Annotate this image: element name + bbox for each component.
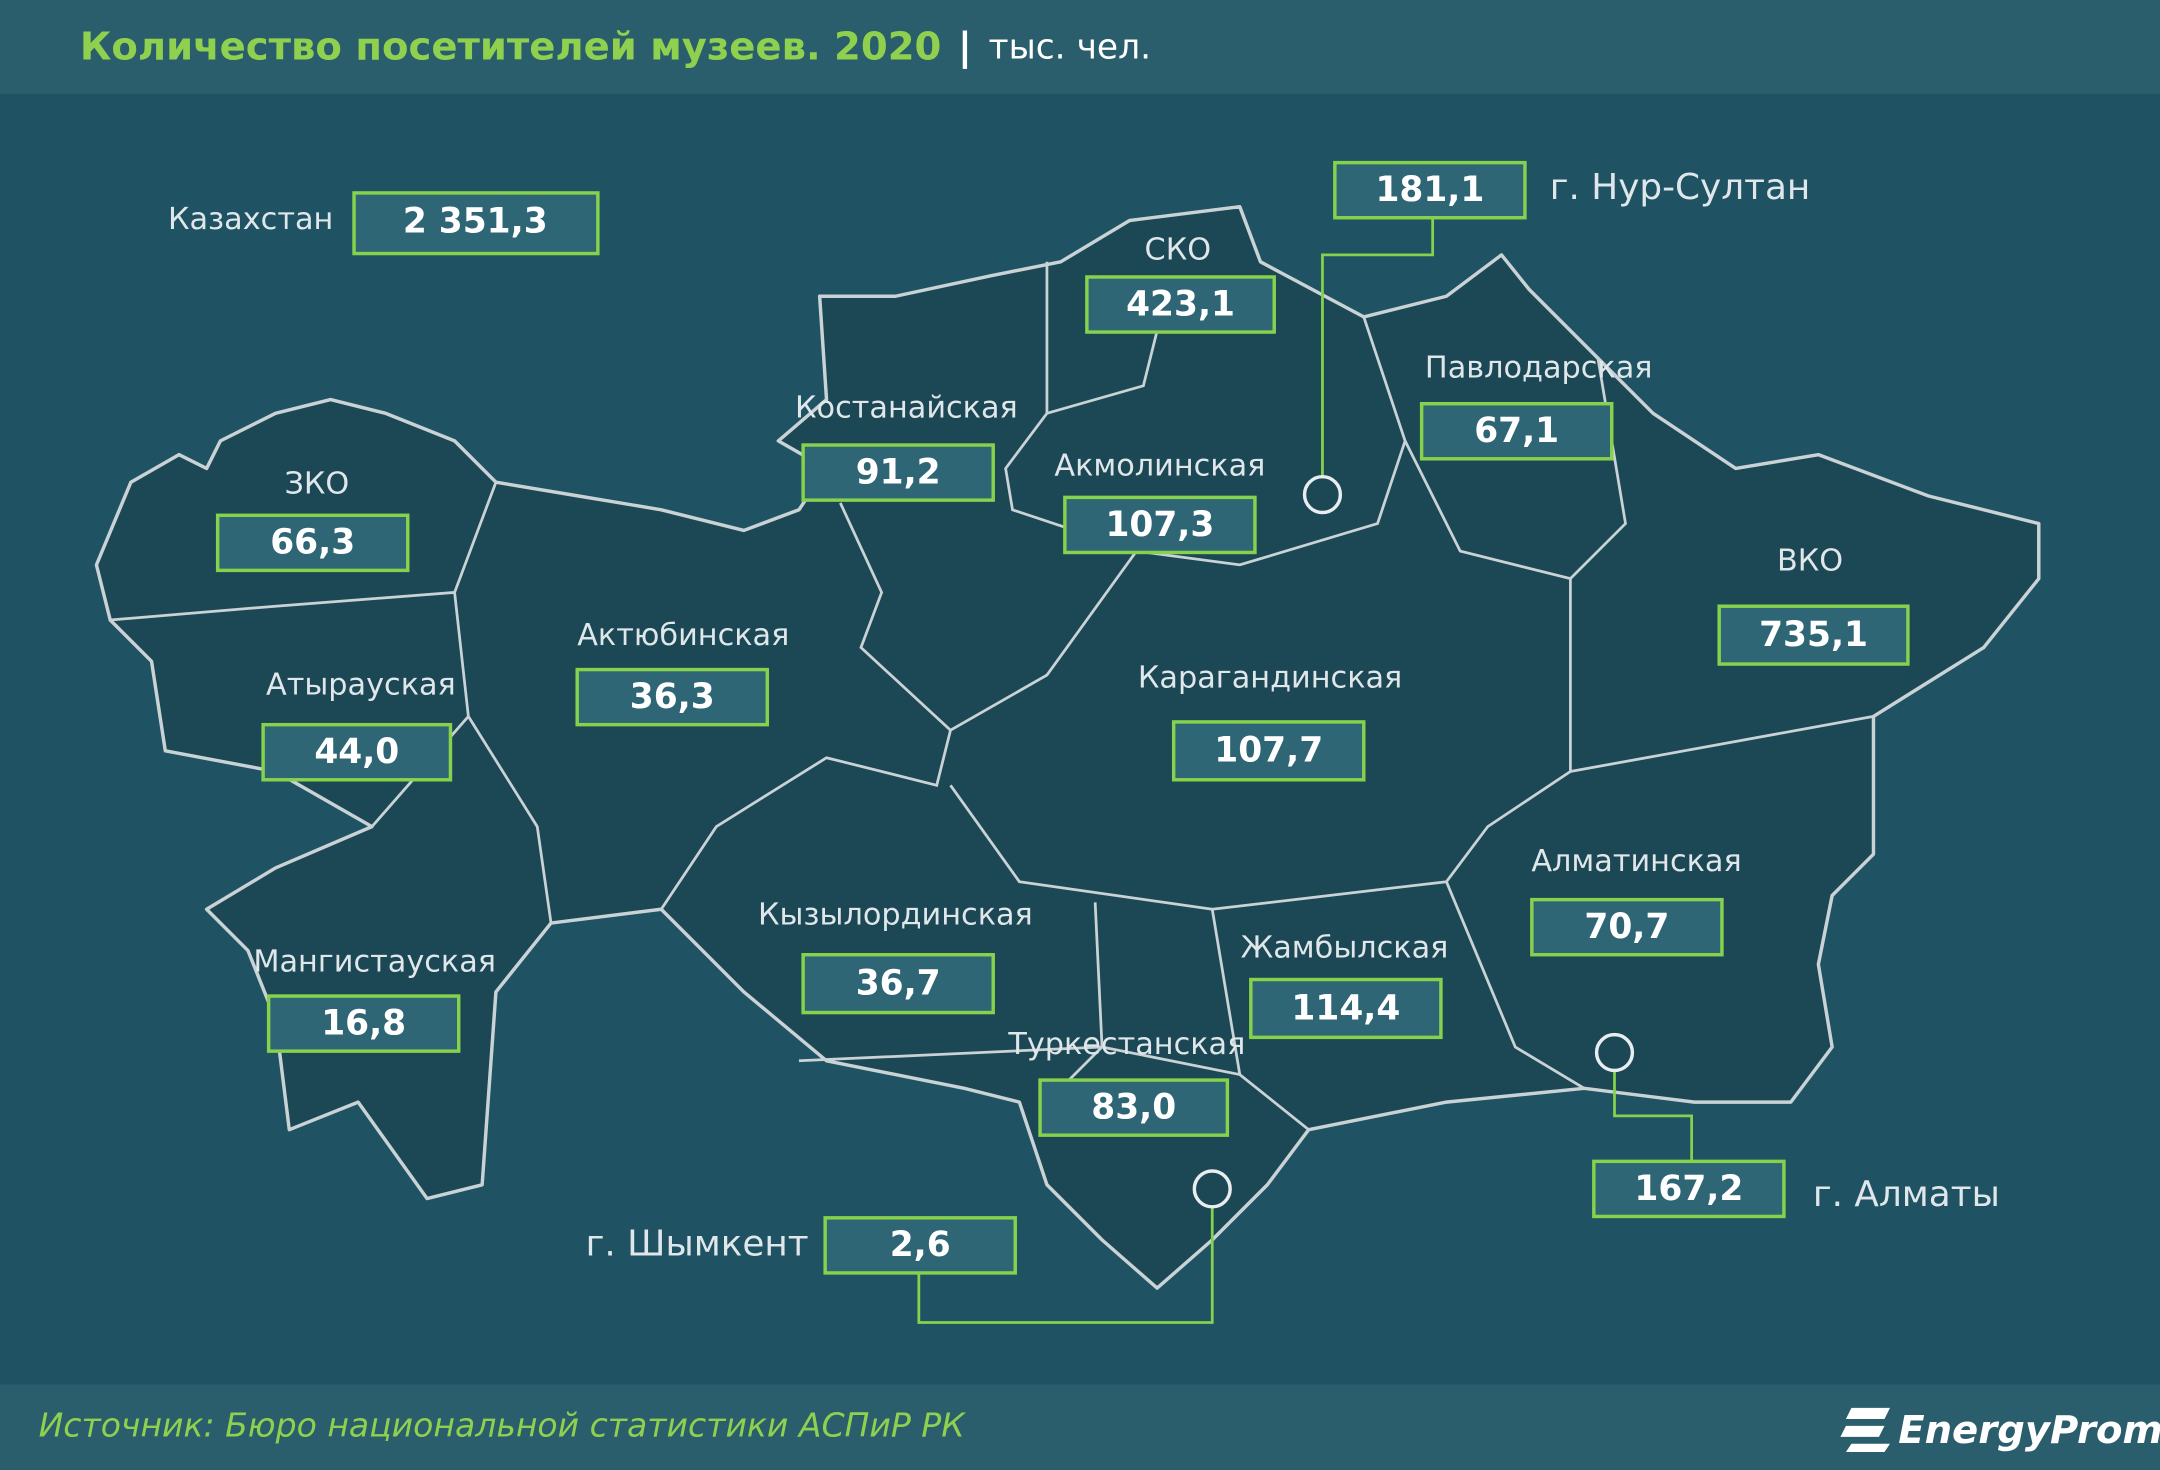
country-shape [94,204,2041,1290]
connector [1321,217,1435,477]
value-box [1530,897,1724,957]
region-name: ЗКО [284,466,349,501]
region-value: 36,7 [856,964,941,1004]
source: Источник: Бюро национальной статистики А… [39,1406,967,1445]
value-box [1171,720,1366,782]
region-value: 91,2 [856,452,941,492]
region-value: 83,0 [1091,1088,1176,1128]
unit: тыс. чел. [989,27,1152,67]
region-name: Жамбылская [1241,931,1449,966]
title: Количество посетителей музеев. 2020 | тыс.… [80,24,1151,69]
region-value: 70,7 [1584,907,1669,947]
region-name: Карагандинская [1138,661,1402,696]
value-box [261,722,453,782]
city-name: г. Алматы [1813,1174,2000,1215]
value-box [1717,604,1910,666]
region-value: 735,1 [1759,615,1868,655]
total-value: 2 351,3 [403,202,548,242]
region-name: Павлодарская [1425,351,1653,386]
total-box [352,191,600,256]
logo-icon [1840,1407,1890,1453]
value-box [1249,977,1443,1040]
city-value: 2,6 [890,1225,951,1265]
value-box [266,994,461,1053]
city-name: г. Шымкент [586,1223,809,1264]
value-box [801,443,995,502]
footer-band [0,1384,2160,1470]
connector [917,1206,1214,1324]
region-name: Атырауская [266,668,456,703]
value-box [1592,1159,1786,1219]
value-box [215,513,410,573]
region-name: Костанайская [795,391,1018,426]
city-pin [1594,1032,1635,1073]
header-band [0,0,2160,94]
labels: Казахстан 2 351,3 ЗКО 66,3 Атырауская 44,0 А… [168,160,2000,1324]
city-value: 181,1 [1375,170,1484,210]
value-box [1419,401,1614,461]
value-box [1085,275,1276,334]
region-name: ВКО [1777,544,1843,579]
value-box [575,667,770,727]
region-name: Акмолинская [1054,449,1265,484]
region-name: СКО [1145,232,1212,267]
connector [1613,1070,1694,1162]
region-value: 67,1 [1474,411,1559,451]
value-box [1333,160,1527,220]
region-value: 423,1 [1126,284,1235,324]
region-name: Алматинская [1531,844,1741,879]
value-box [823,1216,1017,1275]
city-name: г. Нур-Султан [1550,167,1811,208]
value-box [801,952,995,1015]
city-value: 167,2 [1634,1169,1743,1209]
logo-text: EnergyProm [1898,1408,2160,1453]
city-pin [1302,474,1343,515]
region-value: 44,0 [314,732,399,772]
region-value: 107,7 [1214,731,1323,771]
region-name: Мангистауская [253,944,496,979]
region-name: Кызылординская [758,898,1033,933]
value-box [1038,1078,1230,1137]
region-value: 107,3 [1105,505,1214,545]
region-value: 16,8 [321,1003,406,1043]
total-label: Казахстан [168,202,333,237]
region-name: Актюбинская [577,618,789,653]
separator: | [958,24,972,69]
region-value: 66,3 [270,523,355,563]
region-value: 114,4 [1291,988,1400,1028]
city-pin [1192,1169,1232,1209]
region-name: Туркестанская [1007,1027,1245,1062]
title-text: Количество посетителей музеев. 2020 [80,24,941,69]
region-value: 36,3 [630,677,715,717]
value-box [1063,495,1257,555]
logo: EnergyProm [1840,1407,2160,1453]
